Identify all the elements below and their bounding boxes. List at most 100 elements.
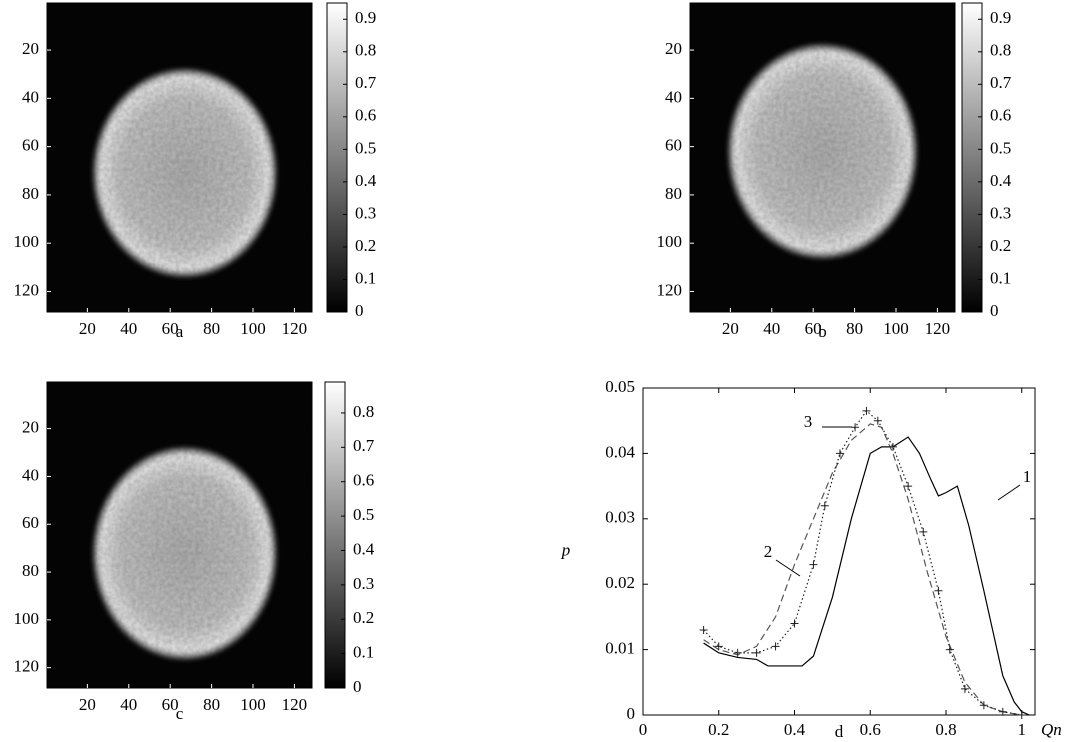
x-tick-label: 80 <box>846 319 863 338</box>
y-axis-label: p <box>561 540 571 559</box>
image-noise <box>690 3 955 312</box>
x-tick-label: 40 <box>763 319 780 338</box>
series-marker <box>919 527 928 536</box>
colorbar-tick-label: 0.5 <box>990 138 1011 157</box>
series-marker <box>1017 711 1026 719</box>
x-tick-label: 120 <box>282 695 308 714</box>
colorbar-tick-label: 0 <box>353 677 362 696</box>
x-tick-label: 120 <box>925 319 951 338</box>
colorbar-tick-label: 0.3 <box>355 203 376 222</box>
x-tick-label: 0 <box>639 720 648 739</box>
y-tick-label: 60 <box>665 136 682 155</box>
series-label: 1 <box>1023 467 1032 486</box>
series-label: 3 <box>804 412 813 431</box>
x-tick-label: 1 <box>1017 720 1026 739</box>
colorbar-tick-label: 0.6 <box>353 471 374 490</box>
series-marker <box>790 619 799 628</box>
colorbar-tick-label: 0.2 <box>355 236 376 255</box>
series-marker <box>904 482 913 491</box>
x-tick-label: 40 <box>120 319 137 338</box>
colorbar <box>961 2 983 313</box>
image-frame <box>46 2 313 313</box>
series-marker <box>873 416 882 425</box>
y-tick-label: 120 <box>14 280 40 299</box>
colorbar-tick-label: 0.2 <box>353 608 374 627</box>
colorbar-tick-label: 0.4 <box>990 171 1012 190</box>
image-frame <box>46 381 313 689</box>
caption: b <box>818 322 827 341</box>
x-tick-label: 40 <box>120 695 137 714</box>
colorbar-tick-label: 0.1 <box>353 643 374 662</box>
colorbar-tick-label: 0.1 <box>355 268 376 287</box>
x-tick-label: 0.8 <box>935 720 956 739</box>
series-marker <box>835 449 844 458</box>
x-tick-label: 120 <box>282 319 308 338</box>
y-tick-label: 80 <box>22 184 39 203</box>
x-tick-label: 0.2 <box>708 720 729 739</box>
colorbar <box>326 2 348 313</box>
image-noise <box>47 382 312 688</box>
x-tick-label: 100 <box>883 319 909 338</box>
colorbar-tick-label: 0.9 <box>355 8 376 27</box>
series-line <box>703 410 1022 716</box>
colorbar-tick-label: 0.4 <box>355 171 377 190</box>
series-marker <box>888 442 897 451</box>
image-frame <box>689 2 956 313</box>
x-tick-label: 60 <box>162 695 179 714</box>
series-marker <box>714 642 723 651</box>
colorbar-tick-label: 0.2 <box>990 236 1011 255</box>
x-tick-label: 20 <box>79 695 96 714</box>
y-tick-label: 40 <box>665 87 682 106</box>
y-tick-label: 20 <box>22 418 39 437</box>
series-marker <box>979 701 988 710</box>
colorbar-tick-label: 0.8 <box>355 41 376 60</box>
y-tick-label: 20 <box>665 39 682 58</box>
series-line <box>703 436 1030 716</box>
series-marker <box>945 645 954 654</box>
x-tick-label: 60 <box>162 319 179 338</box>
series-marker <box>699 625 708 634</box>
colorbar-tick-label: 0.8 <box>990 41 1011 60</box>
caption: a <box>176 322 184 341</box>
series-label: 2 <box>764 542 773 561</box>
colorbar-tick-label: 0.5 <box>353 505 374 524</box>
colorbar-tick-label: 0.1 <box>990 268 1011 287</box>
colorbar-tick-label: 0 <box>355 301 364 320</box>
y-tick-label: 100 <box>657 232 683 251</box>
annotation-leader <box>775 559 801 577</box>
y-tick-label: 80 <box>22 561 39 580</box>
series-marker <box>934 586 943 595</box>
x-tick-label: 80 <box>203 695 220 714</box>
x-tick-label: 20 <box>722 319 739 338</box>
y-tick-label: 40 <box>22 465 39 484</box>
x-axis-label: Qn <box>1041 720 1062 739</box>
series-marker <box>809 560 818 569</box>
series-marker <box>752 648 761 657</box>
y-tick-label: 60 <box>22 513 39 532</box>
colorbar-tick-label: 0.6 <box>990 106 1011 125</box>
colorbar <box>324 381 346 689</box>
y-tick-label: 120 <box>657 280 683 299</box>
colorbar-tick-label: 0.7 <box>990 73 1012 92</box>
x-tick-label: 100 <box>240 319 266 338</box>
series-marker <box>862 406 871 415</box>
x-tick-label: 60 <box>805 319 822 338</box>
colorbar-tick-label: 0.3 <box>990 203 1011 222</box>
image-noise <box>47 3 312 312</box>
colorbar-tick-label: 0.3 <box>353 574 374 593</box>
series-line <box>703 423 1022 716</box>
x-tick-label: 0.6 <box>860 720 881 739</box>
colorbar-tick-label: 0.7 <box>355 73 377 92</box>
y-tick-label: 0.02 <box>605 573 635 592</box>
y-tick-label: 0.05 <box>605 377 635 396</box>
y-tick-label: 0.03 <box>605 508 635 527</box>
colorbar-tick-label: 0.7 <box>353 436 375 455</box>
x-tick-label: 100 <box>240 695 266 714</box>
series-marker <box>820 501 829 510</box>
y-tick-label: 120 <box>14 657 40 676</box>
y-tick-label: 100 <box>14 609 40 628</box>
series-marker <box>998 707 1007 716</box>
y-tick-label: 100 <box>14 232 40 251</box>
